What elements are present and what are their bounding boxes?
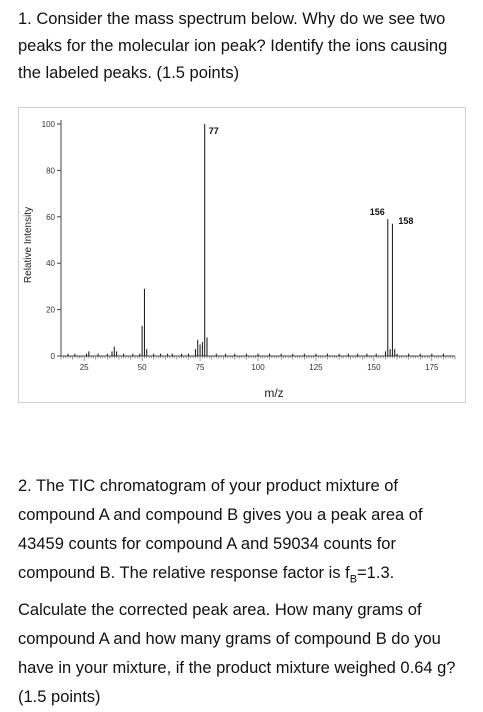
peak-label-156: 156 xyxy=(370,207,385,217)
mass-spectrum-svg: 0 20 40 60 80 100 25 50 75 100 125 150 175 77 156 158… xyxy=(23,120,456,400)
y-tick-label-100: 100 xyxy=(42,120,56,129)
peak-labels: 77 156 158 xyxy=(209,126,414,226)
y-axis-title: Relative Intensity xyxy=(23,207,34,283)
y-tick-label-80: 80 xyxy=(46,166,55,175)
x-tick-label-150: 150 xyxy=(367,363,381,372)
question-2-text-b: =1.3. xyxy=(357,564,395,582)
x-tick-label-100: 100 xyxy=(251,363,265,372)
x-tick-label-50: 50 xyxy=(138,363,147,372)
y-axis: 0 20 40 60 80 100 xyxy=(42,120,62,361)
y-tick-label-20: 20 xyxy=(46,306,55,315)
mass-spectrum-chart: 0 20 40 60 80 100 25 50 75 100 125 150 175 77 156 158… xyxy=(18,107,466,403)
peak-label-77: 77 xyxy=(209,126,219,136)
peak-label-158: 158 xyxy=(398,216,413,226)
y-tick-label-60: 60 xyxy=(46,213,55,222)
x-tick-label-175: 175 xyxy=(425,363,439,372)
question-2-paragraph-1: 2. The TIC chromatogram of your product … xyxy=(18,472,470,594)
question-1-text: 1. Consider the mass spectrum below. Why… xyxy=(18,10,448,82)
response-factor-subscript: B xyxy=(349,573,358,586)
question-2: 2. The TIC chromatogram of your product … xyxy=(18,472,470,712)
x-axis: 25 50 75 100 125 150 175 xyxy=(60,355,456,372)
x-tick-label-75: 75 xyxy=(196,363,205,372)
peaks xyxy=(67,124,444,356)
x-axis-title: m/z xyxy=(264,386,283,400)
question-2-paragraph-2: Calculate the corrected peak area. How m… xyxy=(18,601,456,707)
question-2-text-a: 2. The TIC chromatogram of your product … xyxy=(18,477,423,582)
x-tick-label-125: 125 xyxy=(309,363,323,372)
x-tick-label-25: 25 xyxy=(80,363,89,372)
y-tick-label-40: 40 xyxy=(46,259,55,268)
y-tick-label-0: 0 xyxy=(51,352,56,361)
